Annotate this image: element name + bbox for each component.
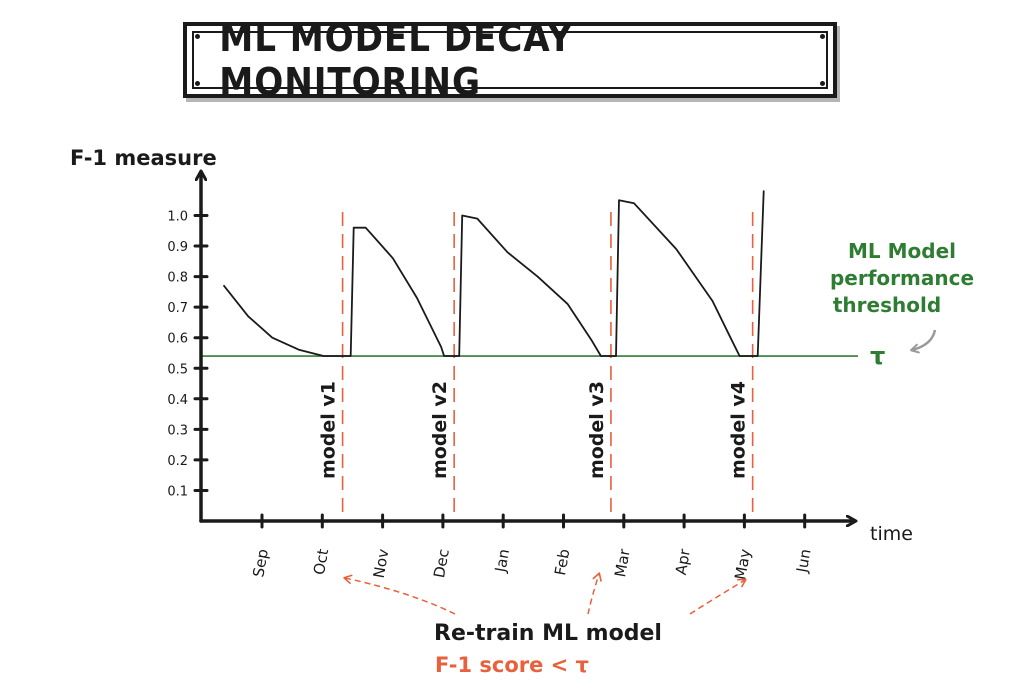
x-tick-label: Nov	[370, 547, 393, 579]
y-tick-label: 0.1	[167, 484, 188, 499]
y-tick-label: 0.6	[167, 332, 188, 347]
x-tick-label: Sep	[249, 548, 272, 579]
f1-series-line	[223, 190, 765, 357]
model-version-label: model v4	[728, 381, 750, 479]
x-axis-label: time	[870, 523, 913, 545]
x-tick-label: Dec	[430, 548, 453, 580]
title-box: ML MODEL DECAY MONITORING	[183, 16, 837, 104]
threshold-symbol: τ	[870, 342, 885, 370]
threshold-label-line-2: performance	[830, 266, 974, 290]
model-version-label: model v1	[318, 381, 340, 479]
model-version-label: model v2	[429, 381, 451, 479]
y-tick-label: 0.2	[167, 454, 188, 469]
chart-title: ML MODEL DECAY MONITORING	[219, 16, 573, 104]
corner-dot	[195, 81, 200, 86]
retrain-label: Re-train ML model	[434, 621, 662, 646]
y-axis-label: F-1 measure	[70, 146, 217, 170]
x-tick-label: May	[731, 547, 754, 581]
threshold-label-line-1: ML Model	[848, 239, 956, 263]
y-tick-label: 0.3	[167, 423, 188, 438]
retrain-lines	[341, 212, 754, 518]
threshold-annotation: ML Model performance threshold τ	[830, 239, 974, 370]
retrain-arrow-may	[689, 578, 747, 615]
x-ticks: Sep Oct Nov Dec Jan Feb Mar Apr May Jun	[249, 513, 815, 581]
y-tick-label: 0.4	[167, 393, 188, 408]
y-tick-label: 0.7	[167, 301, 188, 316]
y-tick-label: 1.0	[167, 210, 188, 225]
x-tick-label: Mar	[611, 547, 634, 579]
threshold-pointer-arrow	[910, 329, 937, 354]
x-tick-label: Jun	[793, 548, 815, 575]
y-tick-label: 0.5	[167, 362, 188, 377]
x-tick-label: Feb	[551, 548, 573, 577]
retrain-arrow-feb	[587, 572, 602, 615]
y-tick-label: 0.8	[167, 271, 188, 286]
x-tick-label: Oct	[310, 547, 332, 576]
corner-dot	[195, 34, 200, 39]
model-version-label: model v3	[586, 381, 608, 479]
x-tick-label: Apr	[672, 547, 694, 577]
threshold-label-line-3: threshold	[833, 293, 941, 317]
x-tick-label: Jan	[491, 548, 513, 575]
retrain-annotation: Re-train ML model F-1 score < τ	[343, 572, 747, 677]
model-labels: model v1 model v2 model v3 model v4	[318, 381, 750, 479]
corner-dot	[820, 81, 825, 86]
corner-dot	[820, 34, 825, 39]
y-tick-label: 0.9	[167, 240, 188, 255]
y-ticks: 0.1 0.2 0.3 0.4 0.5 0.6 0.7 0.8 0.9 1.0	[167, 210, 209, 499]
retrain-condition: F-1 score < τ	[435, 653, 589, 677]
retrain-arrow-oct	[343, 574, 456, 615]
